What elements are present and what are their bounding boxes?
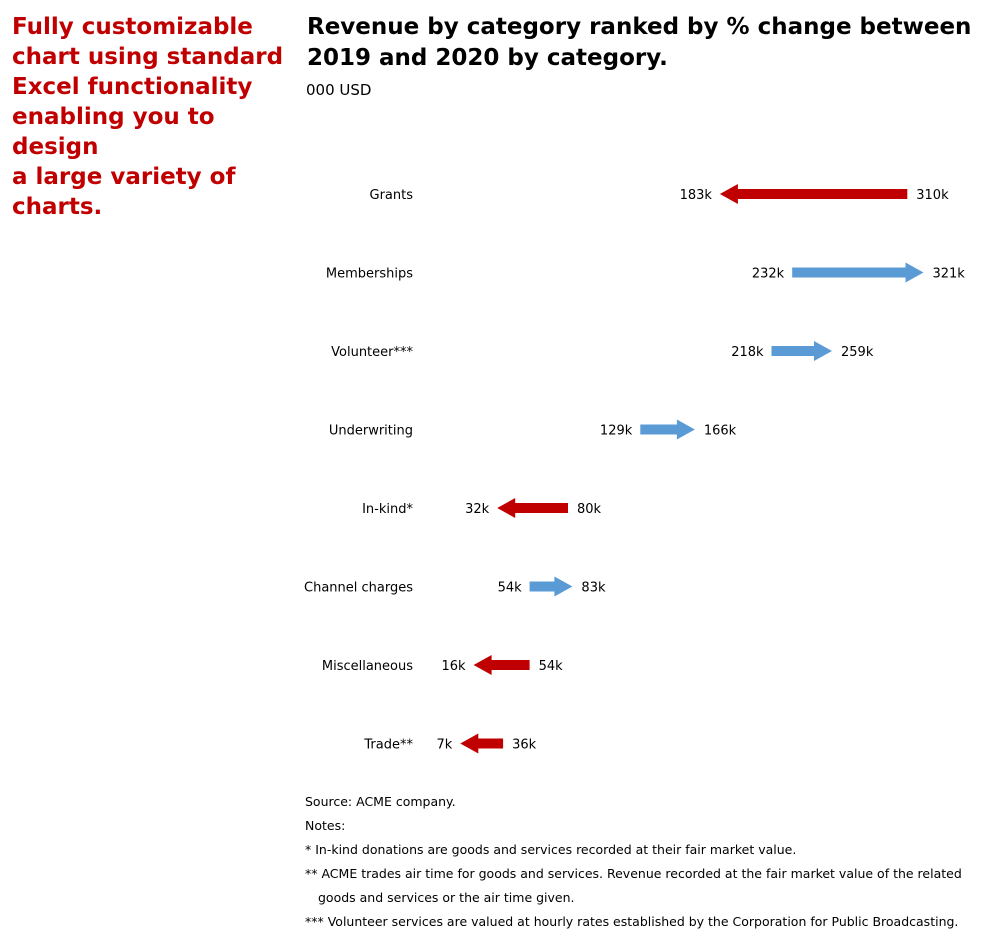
value-label-right: 83k — [581, 581, 606, 596]
decrease-arrow — [460, 733, 504, 754]
increase-arrow — [529, 576, 573, 597]
decrease-arrow — [497, 498, 568, 518]
category-label: Underwriting — [329, 424, 413, 439]
increase-arrow — [771, 341, 832, 361]
category-label: Memberships — [326, 267, 413, 282]
value-label-left: 218k — [731, 345, 764, 360]
category-label: Grants — [370, 188, 414, 203]
value-label-right: 321k — [932, 267, 965, 282]
promo-text: Fully customizable chart using standard … — [12, 14, 284, 220]
category-label: Channel charges — [304, 581, 413, 596]
source-note: Source: ACME company. — [305, 794, 456, 809]
category-label: Trade** — [363, 738, 413, 753]
decrease-arrow — [473, 655, 530, 675]
note-trade: ** ACME trades air time for goods and se… — [305, 866, 962, 905]
value-label-left: 54k — [498, 581, 523, 596]
value-label-right: 80k — [577, 502, 602, 517]
increase-arrow — [792, 262, 924, 283]
value-label-left: 16k — [442, 659, 467, 674]
value-label-right: 166k — [704, 424, 737, 439]
notes-block: Source: ACME company. Notes: * In-kind d… — [305, 790, 995, 934]
notes-heading: Notes: — [305, 818, 346, 833]
note-volunteer: *** Volunteer services are valued at hou… — [305, 914, 959, 929]
value-label-right: 54k — [539, 659, 564, 674]
value-label-right: 36k — [512, 738, 537, 753]
category-label: Miscellaneous — [322, 659, 413, 674]
arrow-chart: Grants 183k 310k Memberships 232k 321k Volunte… — [304, 184, 965, 754]
increase-arrow — [640, 419, 695, 440]
note-in-kind: * In-kind donations are goods and servic… — [305, 842, 797, 857]
chart-subtitle: 000 USD — [306, 81, 372, 99]
value-label-left: 129k — [600, 424, 633, 439]
value-label-right: 310k — [916, 188, 949, 203]
category-label: Volunteer*** — [331, 345, 413, 360]
value-label-left: 183k — [680, 188, 713, 203]
value-label-left: 32k — [465, 502, 490, 517]
decrease-arrow — [719, 184, 908, 204]
value-label-left: 7k — [437, 738, 453, 753]
value-label-left: 232k — [752, 267, 785, 282]
category-label: In-kind* — [362, 502, 413, 517]
chart-title: Revenue by category ranked by % change b… — [307, 14, 972, 71]
value-label-right: 259k — [841, 345, 874, 360]
